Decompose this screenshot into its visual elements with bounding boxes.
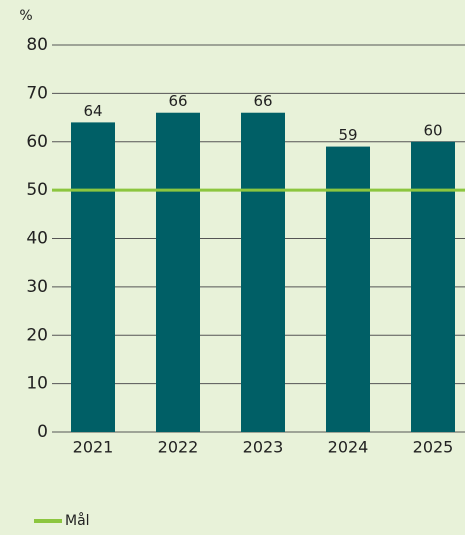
- y-tick-label: 30: [26, 277, 48, 297]
- legend-label: Mål: [65, 512, 90, 529]
- bar: [156, 112, 200, 432]
- data-label: 66: [168, 92, 187, 110]
- y-tick-label: 50: [26, 180, 48, 200]
- data-label: 66: [253, 92, 272, 110]
- y-tick-label: 40: [26, 229, 48, 249]
- unit-label: %: [19, 8, 32, 24]
- x-tick-label: 2023: [243, 438, 284, 457]
- y-tick-label: 60: [26, 132, 48, 152]
- y-tick-label: 10: [26, 374, 48, 394]
- x-tick-label: 2025: [413, 438, 454, 457]
- bar: [241, 112, 285, 432]
- data-label: 59: [338, 126, 357, 144]
- bar: [326, 146, 370, 432]
- y-tick-label: 80: [26, 35, 48, 55]
- y-tick-label: 70: [26, 83, 48, 103]
- bar: [71, 122, 115, 433]
- bar: [411, 141, 455, 432]
- data-label: 60: [423, 121, 442, 139]
- x-tick-label: 2024: [328, 438, 369, 457]
- y-tick-label: 20: [26, 325, 48, 345]
- x-tick-label: 2022: [158, 438, 199, 457]
- y-tick-label: 0: [37, 422, 48, 442]
- data-label: 64: [83, 102, 102, 120]
- x-tick-label: 2021: [73, 438, 114, 457]
